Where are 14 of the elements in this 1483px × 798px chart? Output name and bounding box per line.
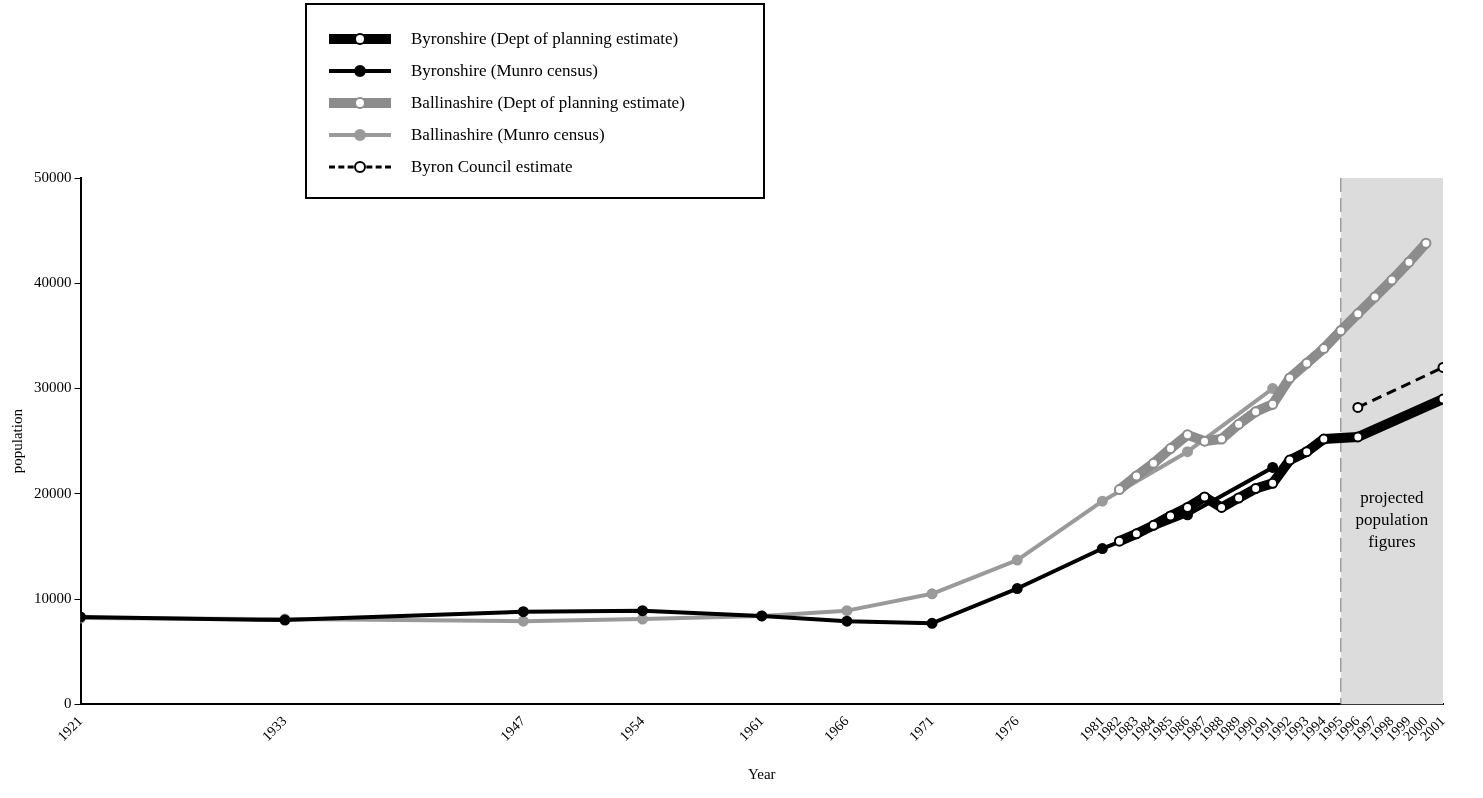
y-tick-label: 40000 [34,274,72,291]
legend-label: Byronshire (Munro census) [411,61,598,81]
y-tick-label: 0 [64,695,72,712]
band-label: projected population figures [1355,488,1429,552]
legend-label: Byronshire (Dept of planning estimate) [411,29,679,49]
y-tick-label: 10000 [34,589,72,606]
y-tick-label: 30000 [34,379,72,396]
legend-label: Ballinashire (Dept of planning estimate) [411,93,685,113]
y-axis-title: population [8,408,25,474]
x-axis-title: Year [747,765,776,782]
legend-label: Byron Council estimate [411,157,573,177]
legend-label: Ballinashire (Munro census) [411,125,605,145]
y-tick-label: 20000 [34,484,72,501]
y-tick-label: 50000 [34,168,72,185]
